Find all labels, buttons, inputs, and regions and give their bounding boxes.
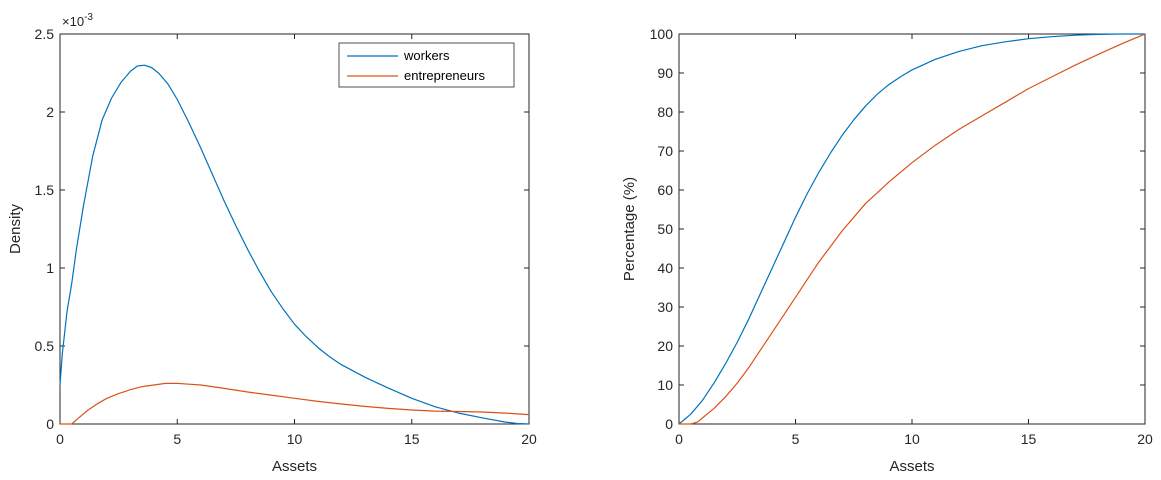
cumulative-y-tick-label: 30 bbox=[657, 299, 673, 315]
density-x-ticks: 0 5 10 15 20 bbox=[56, 34, 537, 447]
density-series-workers bbox=[59, 64, 530, 425]
density-y-tick-label: 0.5 bbox=[35, 338, 55, 354]
density-x-tick-label: 0 bbox=[56, 431, 64, 447]
cumulative-y-tick-label: 100 bbox=[650, 26, 674, 42]
cumulative-y-tick-label: 90 bbox=[657, 65, 673, 81]
cumulative-y-tick-label: 50 bbox=[657, 221, 673, 237]
density-plot-area bbox=[59, 33, 530, 425]
legend-workers-label: workers bbox=[403, 48, 450, 63]
cumulative-series-entrepreneurs bbox=[679, 33, 1146, 425]
cumulative-y-axis-label: Percentage (%) bbox=[621, 177, 638, 281]
density-x-tick-label: 20 bbox=[521, 431, 537, 447]
cumulative-x-tick-label: 5 bbox=[792, 431, 800, 447]
density-legend: workers entrepreneurs bbox=[338, 42, 515, 88]
cumulative-y-tick-label: 70 bbox=[657, 143, 673, 159]
cumulative-x-ticks: 0 5 10 15 20 bbox=[675, 34, 1153, 447]
density-y-tick-label: 2 bbox=[46, 104, 54, 120]
cumulative-y-tick-label: 60 bbox=[657, 182, 673, 198]
cumulative-y-tick-label: 20 bbox=[657, 338, 673, 354]
density-chart: 0 5 10 15 20 0 0.5 1 1.5 2 2.5 Assets Density ×10… bbox=[7, 12, 537, 475]
density-y-exponent-power: -3 bbox=[84, 12, 93, 23]
density-y-tick-label: 2.5 bbox=[35, 26, 55, 42]
density-series-entrepreneurs bbox=[60, 382, 530, 425]
legend-box bbox=[338, 42, 515, 88]
density-y-tick-label: 1 bbox=[46, 260, 54, 276]
density-series bbox=[59, 64, 530, 425]
density-x-tick-label: 15 bbox=[404, 431, 420, 447]
cumulative-x-tick-label: 0 bbox=[675, 431, 683, 447]
cumulative-x-axis-label: Assets bbox=[889, 458, 934, 475]
cumulative-y-tick-label: 80 bbox=[657, 104, 673, 120]
cumulative-y-tick-label: 10 bbox=[657, 377, 673, 393]
density-y-tick-label: 1.5 bbox=[35, 182, 55, 198]
density-x-axis-label: Assets bbox=[272, 458, 317, 475]
cumulative-chart: 0 5 10 15 20 0 10 20 30 40 50 60 70 80 90 100 Assets P… bbox=[621, 26, 1153, 475]
density-y-tick-label: 0 bbox=[46, 416, 54, 432]
legend-entrepreneurs-label: entrepreneurs bbox=[404, 68, 485, 83]
density-y-ticks: 0 0.5 1 1.5 2 2.5 bbox=[35, 26, 529, 432]
cumulative-x-tick-label: 20 bbox=[1137, 431, 1153, 447]
density-y-exponent-base: ×10 bbox=[62, 14, 84, 29]
density-y-exponent: ×10-3 bbox=[62, 12, 93, 29]
cumulative-series-workers bbox=[678, 33, 1145, 425]
cumulative-y-tick-label: 40 bbox=[657, 260, 673, 276]
cumulative-x-tick-label: 15 bbox=[1021, 431, 1037, 447]
density-y-axis-label: Density bbox=[7, 203, 24, 254]
cumulative-plot-area bbox=[678, 33, 1146, 425]
cumulative-y-tick-label: 0 bbox=[665, 416, 673, 432]
cumulative-y-ticks: 0 10 20 30 40 50 60 70 80 90 100 bbox=[650, 26, 1145, 432]
density-x-tick-label: 5 bbox=[173, 431, 181, 447]
cumulative-series bbox=[678, 33, 1146, 425]
cumulative-x-tick-label: 10 bbox=[904, 431, 920, 447]
density-x-tick-label: 10 bbox=[287, 431, 303, 447]
